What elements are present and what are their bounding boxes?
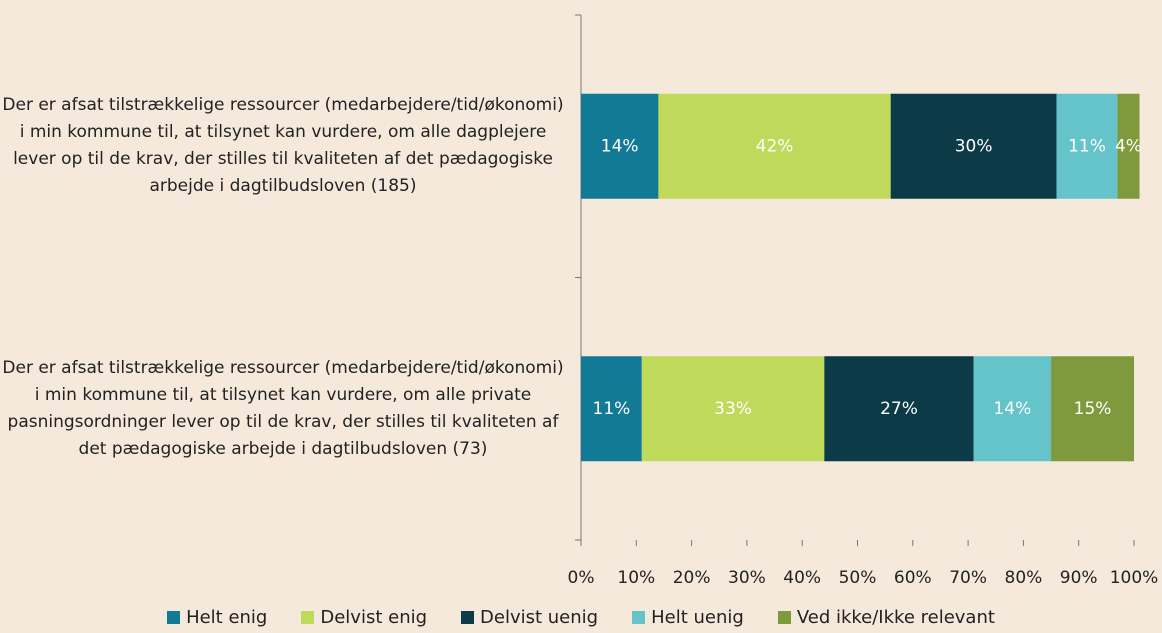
legend-label: Helt enig <box>186 607 268 628</box>
bar-segment <box>824 356 974 462</box>
legend-item: Helt enig <box>167 607 267 628</box>
bar-segment <box>1056 93 1118 199</box>
bar-segment <box>658 93 891 199</box>
legend: Helt enig Delvist enig Delvist uenig Helt u… <box>0 607 1162 628</box>
legend-swatch <box>301 611 315 624</box>
bar-segment <box>973 356 1052 462</box>
legend-swatch <box>167 611 181 624</box>
x-tick-label: 0% <box>568 568 595 588</box>
category-label: Der er afsat tilstrækkelige ressourcer (… <box>2 357 564 459</box>
data-label: 27% <box>880 399 918 419</box>
legend-swatch <box>461 611 475 624</box>
x-tick-label: 60% <box>894 568 932 588</box>
legend-swatch <box>777 611 791 624</box>
bar-segment <box>581 93 659 199</box>
x-tick-label: 100% <box>1110 568 1159 588</box>
legend-item: Delvist enig <box>301 607 427 628</box>
legend-item: Ved ikke/Ikke relevant <box>777 607 995 628</box>
data-label: 14% <box>993 399 1031 419</box>
legend-label: Helt uenig <box>651 607 744 628</box>
data-label: 33% <box>714 399 752 419</box>
x-tick-label: 50% <box>839 568 877 588</box>
data-label: 11% <box>593 399 631 419</box>
x-tick-label: 70% <box>949 568 987 588</box>
legend-label: Delvist uenig <box>480 607 599 628</box>
x-tick-label: 90% <box>1060 568 1098 588</box>
data-label: 11% <box>1068 136 1106 156</box>
category-label: Der er afsat tilstrækkelige ressourcer (… <box>2 95 564 197</box>
bar-segment <box>1117 93 1140 199</box>
x-tick-label: 40% <box>783 568 821 588</box>
x-tick-label: 20% <box>673 568 711 588</box>
legend-label: Delvist enig <box>320 607 428 628</box>
bar-segment <box>641 356 825 462</box>
x-tick-label: 10% <box>617 568 655 588</box>
bar-segment <box>1051 356 1134 462</box>
bar-segment <box>581 356 642 462</box>
data-label: 15% <box>1074 399 1112 419</box>
bar-segment <box>890 93 1057 199</box>
x-tick-label: 80% <box>1005 568 1043 588</box>
data-label: 4% <box>1115 136 1142 156</box>
legend-item: Delvist uenig <box>461 607 598 628</box>
legend-label: Ved ikke/Ikke relevant <box>796 607 995 628</box>
data-label: 30% <box>955 136 993 156</box>
x-tick-label: 30% <box>728 568 766 588</box>
data-label: 14% <box>601 136 639 156</box>
data-label: 42% <box>756 136 794 156</box>
legend-swatch <box>632 611 646 624</box>
legend-item: Helt uenig <box>632 607 744 628</box>
